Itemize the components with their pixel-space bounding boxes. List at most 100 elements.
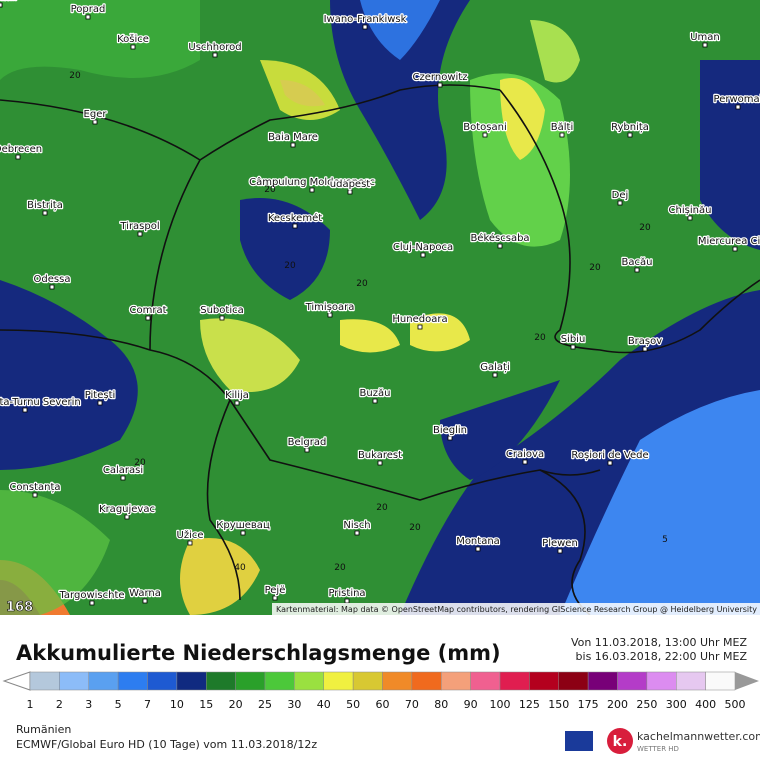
legend-swatch [587, 671, 618, 691]
city-label: Sibiu [561, 334, 586, 345]
city-label: Subotica [200, 305, 243, 316]
attribution-bg [272, 603, 760, 615]
legend-swatch [206, 671, 236, 691]
legend-swatch [646, 671, 677, 691]
city-label: Bacău [622, 257, 653, 268]
model: ECMWF/Global Euro HD (10 Tage) vom 11.03… [16, 738, 317, 751]
city-marker [732, 246, 738, 252]
city-label: Calarasi [103, 465, 143, 476]
legend-swatch [411, 671, 442, 691]
legend-swatch [705, 671, 736, 691]
city-label: Kilija [225, 390, 249, 401]
legend-swatch [88, 671, 119, 691]
city-marker [687, 215, 693, 221]
city-label: Iwano-Frankiwsk [324, 14, 407, 25]
legend-swatch [323, 671, 354, 691]
city-label: Uschhorod [188, 42, 241, 53]
brand-sub: WETTER HD [637, 745, 679, 753]
city-marker [145, 315, 151, 321]
city-marker [137, 231, 143, 237]
contour-label: 20 [589, 263, 601, 273]
city-label: Timișoara [305, 302, 355, 313]
legend-tick-label: 200 [607, 698, 628, 711]
city-label: Sofia [0, 0, 12, 3]
city-marker [0, 2, 3, 8]
legend-swatch [59, 671, 89, 691]
contour-label: 40 [234, 563, 246, 573]
city-marker [309, 187, 315, 193]
legend-tick-label: 80 [434, 698, 448, 711]
city-label: Warna [129, 588, 161, 599]
legend-swatch [617, 671, 648, 691]
city-marker [362, 24, 368, 30]
city-marker [49, 284, 55, 290]
city-label: Brașov [628, 336, 662, 347]
city-label: Békéscsaba [470, 232, 529, 244]
eu-logo [565, 731, 593, 751]
city-marker [187, 540, 193, 546]
legend-swatch [264, 671, 295, 691]
city-marker [272, 595, 278, 601]
city-label: Perwomai [714, 94, 760, 105]
city-label: Kecskemét [268, 212, 322, 224]
city-marker [290, 142, 296, 148]
legend-swatch [352, 671, 383, 691]
legend-swatch [117, 671, 148, 691]
legend-tick-label: 175 [578, 698, 599, 711]
city-marker [482, 132, 488, 138]
city-marker [234, 400, 240, 406]
legend-swatch [529, 671, 559, 691]
city-marker [437, 82, 443, 88]
legend-tick-label: 2 [56, 698, 63, 711]
legend-tick-label: 5 [115, 698, 122, 711]
city-label: Bukarest [358, 450, 402, 461]
legend-tick-label: 125 [519, 698, 540, 711]
legend-swatch [29, 671, 60, 691]
legend-tick-label: 40 [317, 698, 331, 711]
legend-tick-label: 10 [170, 698, 184, 711]
city-marker [219, 315, 225, 321]
city-label: Užice [177, 529, 204, 541]
city-label: Dej [612, 190, 629, 201]
legend-swatch [147, 671, 178, 691]
city-label: Debrecen [0, 144, 42, 155]
city-label: Roșiori de Vede [571, 450, 648, 461]
city-label: Крушевац [216, 520, 270, 531]
city-marker [142, 598, 148, 604]
city-marker [417, 324, 423, 330]
legend-tick-label: 3 [85, 698, 92, 711]
legend-swatch [558, 671, 589, 691]
legend-swatch [176, 671, 207, 691]
legend-swatch [676, 671, 706, 691]
city-label: Klisura [0, 0, 17, 3]
legend-tick-label: 70 [405, 698, 419, 711]
period-from: Von 11.03.2018, 13:00 Uhr MEZ [571, 636, 748, 649]
brand-logo-letter: k. [613, 734, 628, 750]
city-label: Eger [84, 109, 108, 120]
legend-tick-label: 300 [666, 698, 687, 711]
city-label: udapest [330, 179, 371, 190]
city-label: Targowischte [58, 590, 124, 601]
brand: kachelmannwetter.com [637, 730, 760, 743]
city-marker [522, 459, 528, 465]
city-label: Câmpulung Moldovenesc [249, 176, 375, 188]
city-marker [32, 492, 38, 498]
contour-label: 20 [284, 261, 296, 271]
city-label: Montana [456, 536, 500, 547]
city-label: Cluj-Napoca [393, 242, 453, 253]
city-marker [347, 189, 353, 195]
city-marker [702, 42, 708, 48]
city-label: Tiraspol [119, 221, 159, 232]
city-label: Bistrița [27, 200, 63, 211]
city-label: Buzău [360, 388, 391, 399]
city-label: Bălți [551, 122, 573, 133]
city-marker [497, 243, 503, 249]
contour-label: 20 [409, 523, 421, 533]
legend-swatch [294, 671, 324, 691]
city-marker [447, 435, 453, 441]
city-marker [212, 52, 218, 58]
city-marker [559, 132, 565, 138]
city-marker [735, 104, 741, 110]
